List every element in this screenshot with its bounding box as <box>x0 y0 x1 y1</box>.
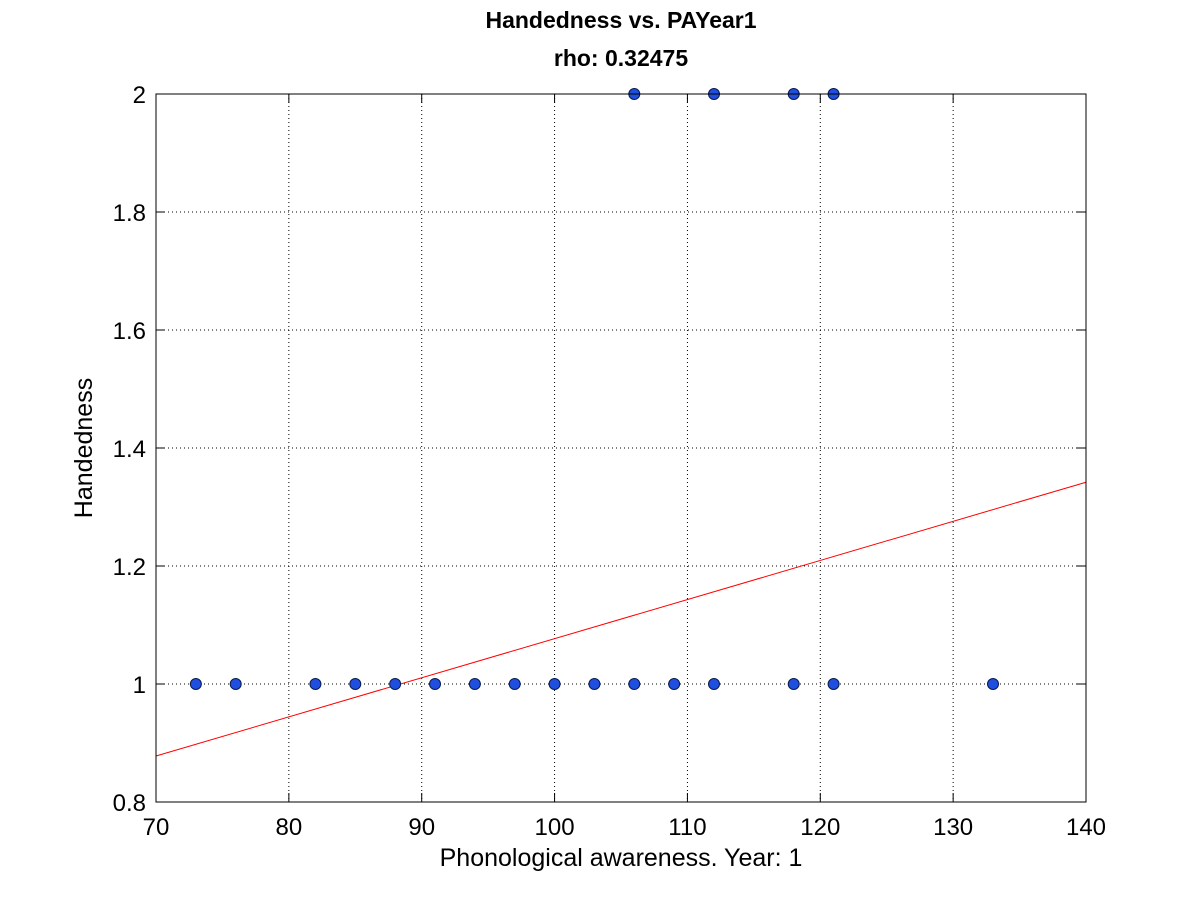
data-point <box>987 678 999 690</box>
x-tick-label: 70 <box>143 814 170 841</box>
data-points <box>189 88 999 690</box>
chart-title: Handedness vs. PAYear1 <box>485 7 756 33</box>
y-axis-label: Handedness <box>70 378 98 518</box>
y-tick-label: 1 <box>133 672 146 699</box>
data-point <box>508 678 521 690</box>
regression-line <box>155 481 1087 757</box>
y-tick-labels: 0.8 1 1.2 1.4 1.6 1.8 2 <box>113 82 146 817</box>
data-point <box>468 678 481 690</box>
y-tick-label: 1.4 <box>113 436 146 463</box>
chart-subtitle: rho: 0.32475 <box>554 45 688 71</box>
y-tick-label: 1.2 <box>113 554 146 581</box>
x-tick-label: 110 <box>668 814 706 841</box>
data-point <box>429 678 441 690</box>
x-tick-label: 90 <box>408 814 435 841</box>
y-tick-label: 2 <box>133 82 146 109</box>
data-point <box>787 678 800 690</box>
data-point <box>668 678 681 690</box>
x-tick-labels: 70 80 90 100 110 120 130 140 <box>143 814 1106 841</box>
tick-marks <box>155 93 1087 803</box>
data-point <box>229 678 242 690</box>
data-point <box>349 678 362 690</box>
y-tick-label: 0.8 <box>113 790 146 817</box>
x-axis-label: Phonological awareness. Year: 1 <box>440 844 803 872</box>
x-tick-label: 80 <box>276 814 303 841</box>
grid-lines <box>156 94 1086 802</box>
x-tick-label: 140 <box>1066 814 1106 841</box>
y-tick-label: 1.8 <box>113 200 146 227</box>
y-tick-label: 1.6 <box>113 318 146 345</box>
x-tick-label: 100 <box>535 814 575 841</box>
x-tick-label: 130 <box>933 814 973 841</box>
data-point <box>628 678 641 690</box>
fit-line-layer <box>155 481 1087 757</box>
data-point <box>708 678 720 690</box>
data-point <box>309 678 322 690</box>
data-point <box>588 678 601 690</box>
data-point <box>827 678 840 690</box>
x-tick-label: 120 <box>800 814 840 841</box>
data-point <box>389 678 402 690</box>
data-point <box>189 678 202 690</box>
data-point <box>548 678 561 690</box>
